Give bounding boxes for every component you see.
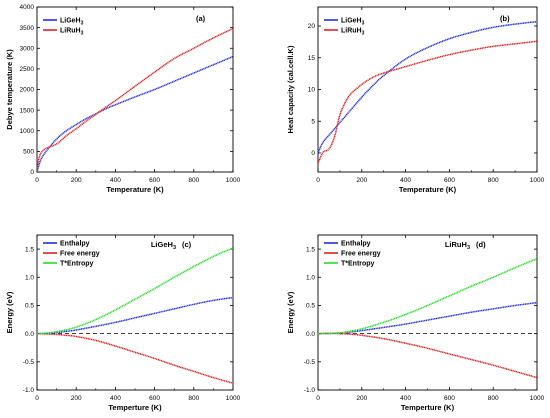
series-line-enthalpy <box>318 301 537 335</box>
y-tick-label: 0.5 <box>306 303 315 310</box>
y-tick-label: 3500 <box>20 25 35 32</box>
y-tick-label: 0.0 <box>306 331 315 338</box>
series-group <box>37 27 233 172</box>
legend-label: Enthalpy <box>341 241 371 248</box>
y-tick-label: 1.0 <box>306 274 315 281</box>
x-axis-label: Temperture (K) <box>401 403 455 412</box>
series-line-t-entropy <box>37 247 233 335</box>
x-axis-label: Temperture (K) <box>108 403 162 412</box>
x-tick-label: 400 <box>110 177 121 184</box>
x-tick-label: 600 <box>444 177 455 184</box>
series-group <box>37 247 233 384</box>
series-group <box>318 20 537 164</box>
series-line-t-entropy <box>318 257 537 335</box>
y-tick-label: 1.0 <box>25 274 34 281</box>
x-tick-label: 0 <box>316 177 320 184</box>
legend-label: Free energy <box>341 251 381 258</box>
y-tick-label: 10 <box>308 87 316 94</box>
y-tick-label: -1.0 <box>23 387 35 394</box>
y-axis-label: Heat capacity (cal.cell.K) <box>286 45 295 133</box>
y-tick-label: 0 <box>30 169 34 176</box>
y-tick-label: 0 <box>311 150 315 157</box>
y-tick-label: 0.0 <box>25 331 34 338</box>
y-axis-label: Debye temperature (K) <box>5 49 14 130</box>
chart-panel-d: 0 200 400 600 800 1000 -1.0 -0.5 0.0 0.5 1.0 1.5 Tem… <box>286 234 545 412</box>
y-tick-label: 15 <box>308 55 316 62</box>
x-tick-label: 1000 <box>530 395 545 402</box>
y-tick-label: -1.0 <box>304 387 316 394</box>
panel-label: (a) <box>196 14 206 23</box>
x-tick-label: 1000 <box>226 395 241 402</box>
y-axis-label: Energy (eV) <box>5 291 14 333</box>
legend-label: LiGeH3 <box>60 18 84 27</box>
y-tick-label: 2000 <box>20 87 35 94</box>
legend-label: Free energy <box>60 251 100 258</box>
series-line-ligeh <box>318 20 537 154</box>
x-tick-label: 0 <box>35 395 39 402</box>
x-tick-label: 1000 <box>530 177 545 184</box>
y-tick-label: 1.5 <box>25 246 34 253</box>
y-tick-label: 5 <box>311 118 315 125</box>
compound-label: LiRuH3 <box>445 240 470 251</box>
y-tick-label: -0.5 <box>23 359 35 366</box>
x-tick-label: 1000 <box>226 177 241 184</box>
series-line-free-energy <box>37 332 233 384</box>
x-tick-label: 800 <box>188 395 199 402</box>
series-group <box>318 257 537 379</box>
x-tick-label: 800 <box>488 177 499 184</box>
x-tick-label: 800 <box>188 177 199 184</box>
y-tick-label: 3000 <box>20 45 35 52</box>
legend-label: Enthalpy <box>60 241 90 248</box>
x-tick-label: 600 <box>149 395 160 402</box>
plot-frame <box>36 234 234 391</box>
series-line-liruh <box>318 40 537 164</box>
panel-label: (c) <box>182 240 192 249</box>
legend-label: T*Entropy <box>60 261 94 268</box>
series-line-ligeh <box>37 55 233 172</box>
x-tick-label: 400 <box>110 395 121 402</box>
y-tick-label: -0.5 <box>304 359 316 366</box>
y-tick-label: 1000 <box>20 128 35 135</box>
x-tick-label: 600 <box>444 395 455 402</box>
chart-panel-b: 0 200 400 600 800 1000 0 5 10 15 20 Temperature (K)… <box>286 6 545 194</box>
x-tick-label: 0 <box>316 395 320 402</box>
legend-label: T*Entropy <box>341 261 375 268</box>
y-tick-label: 1500 <box>20 107 35 114</box>
chart-panel-c: 0 200 400 600 800 1000 -1.0 -0.5 0.0 0.5 1.0 1.5 Tem… <box>5 234 241 412</box>
x-axis-label: Temperature (K) <box>106 185 164 194</box>
panel-label: (d) <box>476 240 486 249</box>
series-line-enthalpy <box>37 296 233 335</box>
x-tick-label: 200 <box>356 177 367 184</box>
y-tick-label: 500 <box>23 149 34 156</box>
x-tick-label: 400 <box>400 177 411 184</box>
panel-label: (b) <box>500 14 510 23</box>
legend-label: LiRuH3 <box>60 28 84 37</box>
x-tick-label: 400 <box>400 395 411 402</box>
series-line-free-energy <box>318 332 537 379</box>
y-tick-label: 0.5 <box>25 303 34 310</box>
series-line-liruh <box>37 27 233 172</box>
legend-label: LiGeH3 <box>341 18 365 27</box>
y-axis-label: Energy (eV) <box>286 291 295 333</box>
x-axis-label: Temperature (K) <box>399 185 457 194</box>
y-tick-label: 4000 <box>20 4 35 11</box>
x-tick-label: 800 <box>488 395 499 402</box>
x-tick-label: 600 <box>149 177 160 184</box>
y-tick-label: 2500 <box>20 66 35 73</box>
x-tick-label: 0 <box>35 177 39 184</box>
y-tick-label: 1.5 <box>306 246 315 253</box>
legend-label: LiRuH3 <box>341 28 365 37</box>
plot-frame <box>317 234 538 391</box>
chart-panel-a: 0 200 400 600 800 1000 0 500 1000 1500 2000 2500 300… <box>5 4 241 194</box>
x-tick-label: 200 <box>71 395 82 402</box>
y-tick-label: 20 <box>308 23 316 30</box>
compound-label: LiGeH3 <box>151 240 176 251</box>
x-tick-label: 200 <box>356 395 367 402</box>
x-tick-label: 200 <box>71 177 82 184</box>
